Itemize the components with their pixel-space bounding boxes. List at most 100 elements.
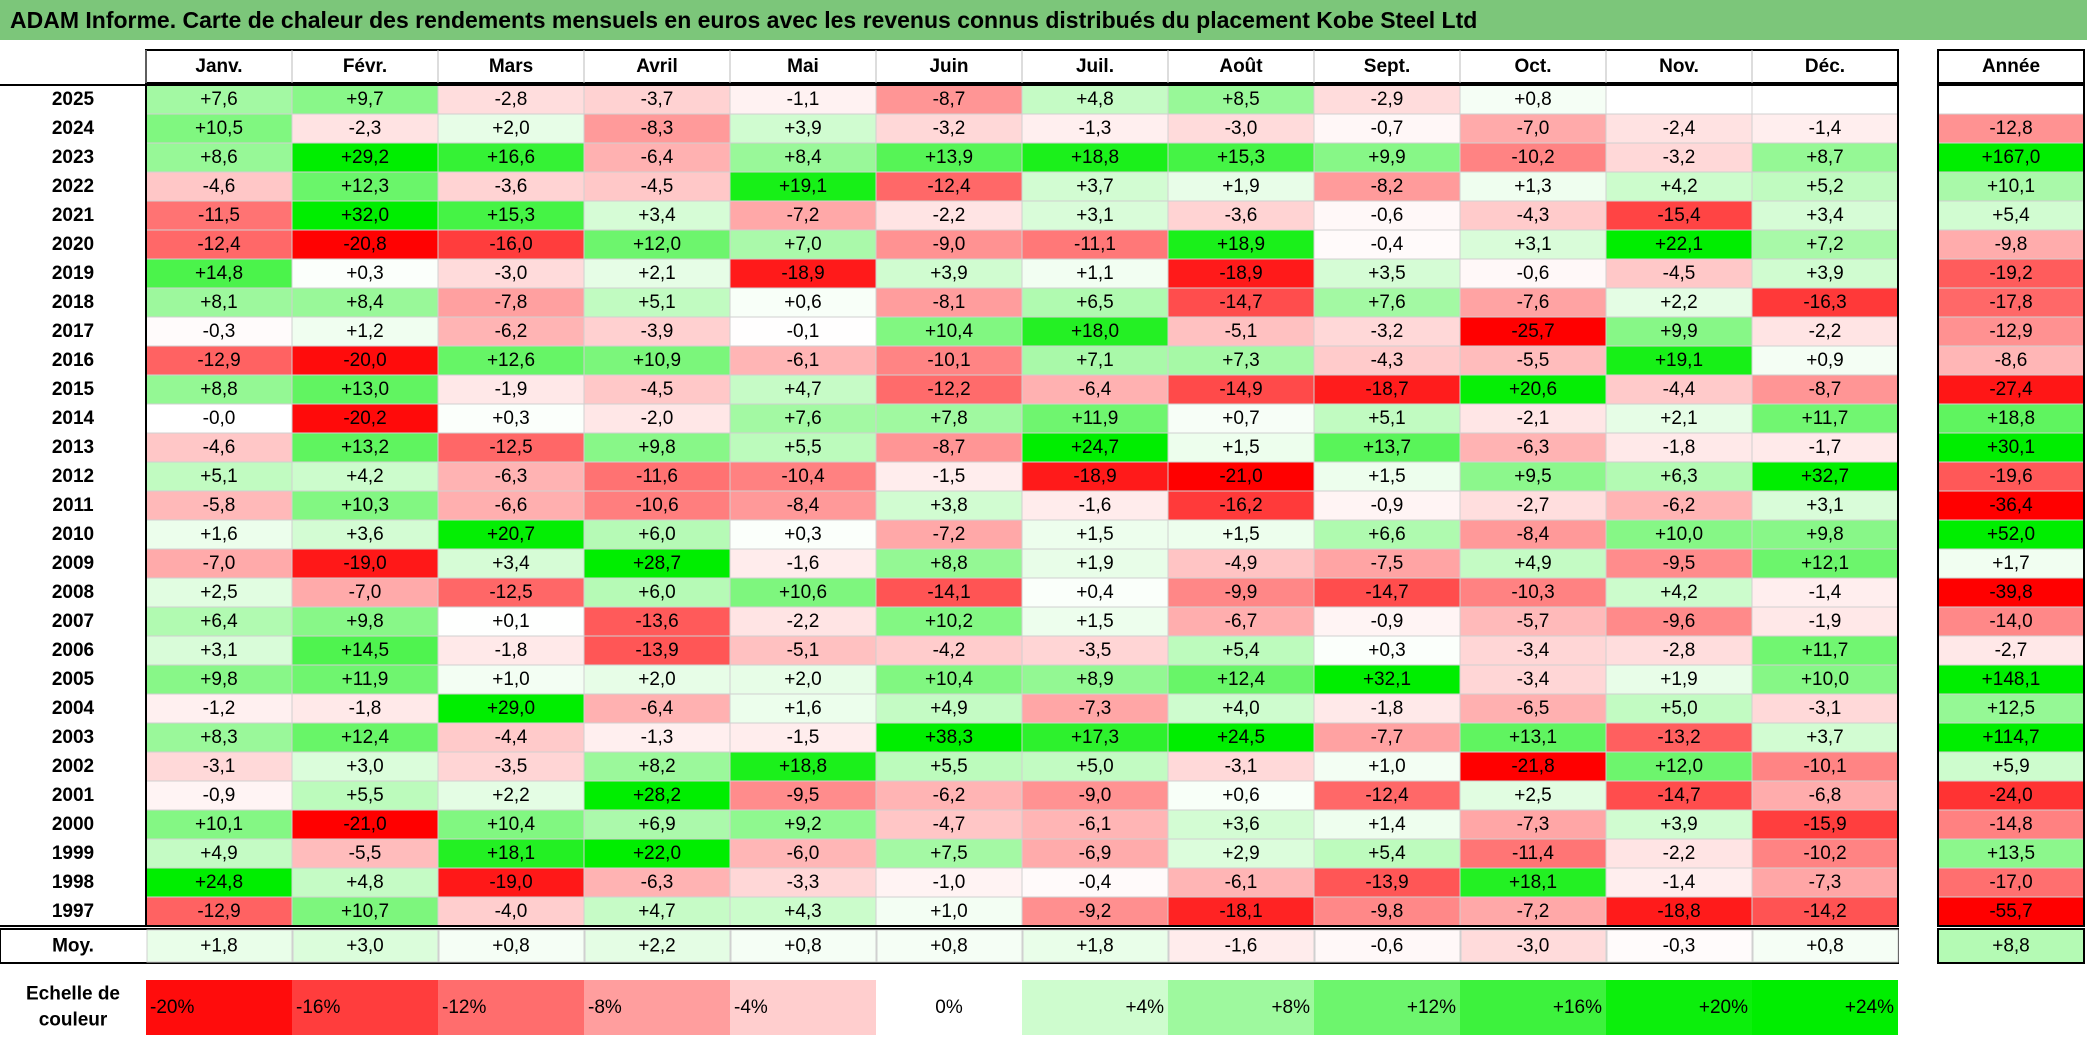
cell-value: -4,3 <box>1371 350 1404 371</box>
heatmap-cell <box>437 461 585 492</box>
heatmap-cell <box>1459 519 1607 550</box>
cell-value: +3,9 <box>930 263 968 284</box>
heatmap-cell <box>1459 374 1607 405</box>
cell-value: +11,7 <box>1802 408 1849 429</box>
annual-value: -12,8 <box>1989 118 2032 139</box>
cell-value: +8,8 <box>930 553 968 574</box>
cell-value: +4,7 <box>638 901 676 922</box>
heatmap-cell <box>1459 838 1607 869</box>
cell-value: -6,4 <box>641 698 674 719</box>
annual-value: +10,1 <box>1987 176 2035 197</box>
heatmap-cell <box>875 635 1023 666</box>
heatmap-cell <box>729 664 877 695</box>
cell-value: -18,8 <box>1657 901 1700 922</box>
cell-value: -13,2 <box>1657 727 1700 748</box>
cell-value: +32,1 <box>1363 669 1411 690</box>
cell-value: -0,4 <box>1079 872 1112 893</box>
cell-value: -2,4 <box>1663 118 1696 139</box>
heatmap-cell <box>437 432 585 463</box>
year-label: 2022 <box>52 176 94 197</box>
cell-value: -4,2 <box>933 640 966 661</box>
heatmap-cell <box>1751 635 1899 666</box>
heatmap-cell <box>1313 635 1461 666</box>
cell-value: -0,4 <box>1371 234 1404 255</box>
cell-value: +12,0 <box>1655 756 1703 777</box>
cell-value: +9,9 <box>1368 147 1406 168</box>
cell-value: +18,1 <box>487 843 535 864</box>
heatmap-cell <box>145 809 293 840</box>
cell-value: -5,5 <box>349 843 382 864</box>
heatmap-cell <box>729 113 877 144</box>
annual-cell <box>1937 577 2085 608</box>
cell-value: -5,1 <box>787 640 820 661</box>
cell-value: -4,4 <box>1663 379 1696 400</box>
heatmap-cell <box>1021 142 1169 173</box>
cell-value: +14,5 <box>341 640 389 661</box>
heatmap-cell <box>1021 113 1169 144</box>
heatmap-cell <box>583 490 731 521</box>
cell-value: -18,9 <box>1073 466 1116 487</box>
cell-value: -4,5 <box>641 379 674 400</box>
cell-value: +9,5 <box>1514 466 1552 487</box>
cell-value: -20,8 <box>343 234 386 255</box>
cell-value: -0,6 <box>1517 263 1550 284</box>
heatmap-cell <box>1459 461 1607 492</box>
heatmap-cell <box>1459 142 1607 173</box>
cell-value: -6,2 <box>1663 495 1696 516</box>
cell-value: +5,0 <box>1660 698 1698 719</box>
heatmap-cell <box>1167 693 1315 724</box>
cell-value: +12,4 <box>341 727 390 748</box>
heatmap-cell <box>729 635 877 666</box>
heatmap-cell <box>145 780 293 811</box>
cell-value: +3,5 <box>1368 263 1406 284</box>
cell-value: +18,8 <box>779 756 827 777</box>
heatmap-cell <box>1605 345 1753 376</box>
heatmap-cell <box>1167 258 1315 289</box>
heatmap-cell <box>1167 229 1315 260</box>
heatmap-cell <box>1167 751 1315 782</box>
cell-value: +32,0 <box>341 205 389 226</box>
cell-value: -7,2 <box>933 524 966 545</box>
cell-value: -10,1 <box>1803 756 1846 777</box>
month-header: Sept. <box>1364 56 1410 77</box>
heatmap-cell <box>875 838 1023 869</box>
heatmap-cell <box>1751 403 1899 434</box>
heatmap-cell <box>875 171 1023 202</box>
cell-value: -2,8 <box>495 89 528 110</box>
cell-value: +3,9 <box>1660 814 1698 835</box>
heatmap-cell <box>1605 577 1753 608</box>
cell-value: -2,8 <box>1663 640 1696 661</box>
scale-label: -8% <box>588 997 622 1018</box>
heatmap-cell <box>1605 316 1753 347</box>
cell-value: +4,0 <box>1222 698 1260 719</box>
heatmap-cell <box>875 548 1023 579</box>
heatmap-cell <box>1021 635 1169 666</box>
cell-value: +1,0 <box>492 669 530 690</box>
cell-value: +0,6 <box>1222 785 1260 806</box>
heatmap-cell <box>729 751 877 782</box>
heatmap-cell <box>1021 751 1169 782</box>
cell-value: -7,2 <box>787 205 820 226</box>
cell-value: +6,4 <box>200 611 238 632</box>
cell-value: +28,2 <box>633 785 681 806</box>
heatmap-cell <box>583 229 731 260</box>
cell-value: +7,0 <box>784 234 822 255</box>
cell-value: +3,7 <box>1076 176 1114 197</box>
heatmap-cell <box>1021 316 1169 347</box>
year-label: 2024 <box>52 118 95 139</box>
cell-value: -7,6 <box>1517 292 1550 313</box>
cell-value: +13,1 <box>1509 727 1557 748</box>
heatmap-cell <box>1167 171 1315 202</box>
annual-cell <box>1937 200 2085 231</box>
average-cell <box>438 929 585 963</box>
cell-value: -14,7 <box>1219 292 1262 313</box>
heatmap-cell <box>729 577 877 608</box>
cell-value: +5,1 <box>200 466 238 487</box>
cell-value: -13,9 <box>1365 872 1408 893</box>
heatmap-cell <box>291 635 439 666</box>
heatmap-cell <box>437 258 585 289</box>
cell-value: -6,7 <box>1225 611 1258 632</box>
annual-value: -9,8 <box>1995 234 2028 255</box>
year-label: 2016 <box>52 350 94 371</box>
cell-value: -10,3 <box>1511 582 1554 603</box>
